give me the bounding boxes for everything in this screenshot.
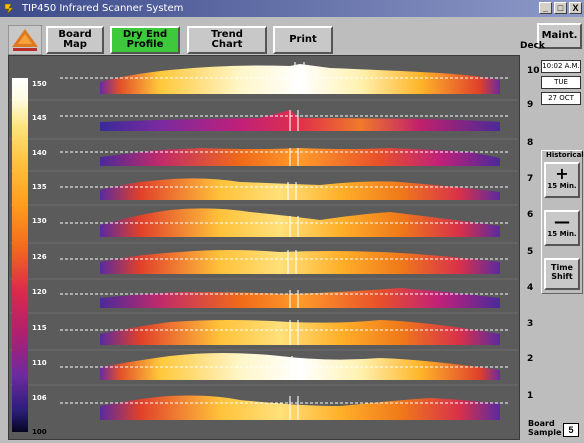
trend-label: Trend bbox=[211, 29, 243, 40]
board-map-button[interactable]: Board Map bbox=[46, 26, 104, 54]
deck-8-profile bbox=[100, 148, 500, 166]
print-button[interactable]: Print bbox=[273, 26, 333, 54]
dry-end-profile-button[interactable]: Dry End Profile bbox=[110, 26, 180, 54]
close-button[interactable]: X bbox=[569, 2, 582, 14]
chart-label: Chart bbox=[211, 39, 243, 50]
deck-number: 6 bbox=[527, 210, 534, 220]
minus-icon: — bbox=[554, 212, 570, 231]
time-shift-button[interactable]: Time Shift bbox=[544, 258, 580, 290]
colorbar-tick: 115 bbox=[32, 324, 47, 332]
maint-button[interactable]: Maint. bbox=[537, 23, 582, 49]
date-display: 27 OCT bbox=[541, 92, 581, 105]
time-shift-line1: Time bbox=[551, 263, 573, 272]
colorbar-tick: 145 bbox=[32, 114, 47, 122]
deck-number: 5 bbox=[527, 247, 534, 257]
app-icon bbox=[4, 3, 14, 14]
print-label: Print bbox=[289, 34, 317, 45]
trend-chart-button[interactable]: Trend Chart bbox=[187, 26, 267, 54]
day-display: TUE bbox=[541, 76, 581, 89]
colorbar-tick: 130 bbox=[32, 217, 47, 225]
colorbar-tick: 126 bbox=[32, 253, 47, 261]
deck-number: 7 bbox=[527, 174, 534, 184]
deck-number: 4 bbox=[527, 283, 534, 293]
historical-title: Historical bbox=[546, 151, 584, 159]
colorbar-tick: 150 bbox=[32, 80, 47, 88]
window-title: TIP450 Infrared Scanner System bbox=[22, 3, 184, 14]
row-separators bbox=[10, 99, 518, 386]
deck-4-profile bbox=[100, 288, 500, 308]
profile-label: Profile bbox=[126, 39, 164, 50]
minimize-button[interactable]: _ bbox=[539, 2, 552, 14]
deck-9-profile bbox=[100, 110, 500, 131]
back-label: 15 Min. bbox=[547, 230, 577, 238]
colorbar-tick: 120 bbox=[32, 288, 47, 296]
maint-label: Maint. bbox=[541, 30, 578, 41]
deck-10-profile bbox=[100, 64, 500, 94]
board-sample-line1: Board bbox=[528, 419, 555, 428]
logo-icon bbox=[8, 25, 42, 55]
maximize-button[interactable]: □ bbox=[554, 2, 567, 14]
dry-end-label: Dry End bbox=[122, 29, 168, 40]
temperature-colorbar bbox=[12, 78, 28, 432]
deck-number: 8 bbox=[527, 138, 534, 148]
board-sample-label: Board Sample bbox=[528, 419, 561, 437]
colorbar-tick: 106 bbox=[32, 394, 47, 402]
deck-number: 9 bbox=[527, 100, 534, 110]
historical-panel bbox=[541, 150, 583, 294]
time-shift-line2: Shift bbox=[551, 272, 573, 281]
deck-1-profile bbox=[100, 395, 500, 420]
deck-5-profile bbox=[100, 250, 500, 274]
board-sample-value[interactable]: 5 bbox=[563, 423, 579, 437]
deck-number: 2 bbox=[527, 354, 534, 364]
colorbar-tick: 135 bbox=[32, 183, 47, 191]
back-15-min-button[interactable]: — 15 Min. bbox=[544, 210, 580, 246]
deck-header: Deck bbox=[520, 41, 545, 51]
plus-icon: + bbox=[555, 164, 569, 183]
colorbar-tick: 100 bbox=[32, 428, 47, 436]
scan-streaks bbox=[287, 62, 305, 420]
board-map-label: Board Map bbox=[58, 29, 92, 50]
deck-3-profile bbox=[100, 320, 500, 345]
colorbar-tick: 140 bbox=[32, 149, 47, 157]
deck-number: 1 bbox=[527, 391, 534, 401]
colorbar-tick: 110 bbox=[32, 359, 47, 367]
forward-label: 15 Min. bbox=[547, 182, 577, 190]
reference-lines bbox=[60, 77, 510, 404]
board-sample-line2: Sample bbox=[528, 428, 562, 437]
deck-number: 3 bbox=[527, 319, 534, 329]
deck-number: 10 bbox=[527, 66, 540, 76]
deck-7-profile bbox=[100, 178, 500, 200]
forward-15-min-button[interactable]: + 15 Min. bbox=[544, 162, 580, 198]
time-display: 10:02 A.M. bbox=[541, 60, 581, 73]
title-bar: TIP450 Infrared Scanner System _ □ X bbox=[0, 0, 584, 17]
